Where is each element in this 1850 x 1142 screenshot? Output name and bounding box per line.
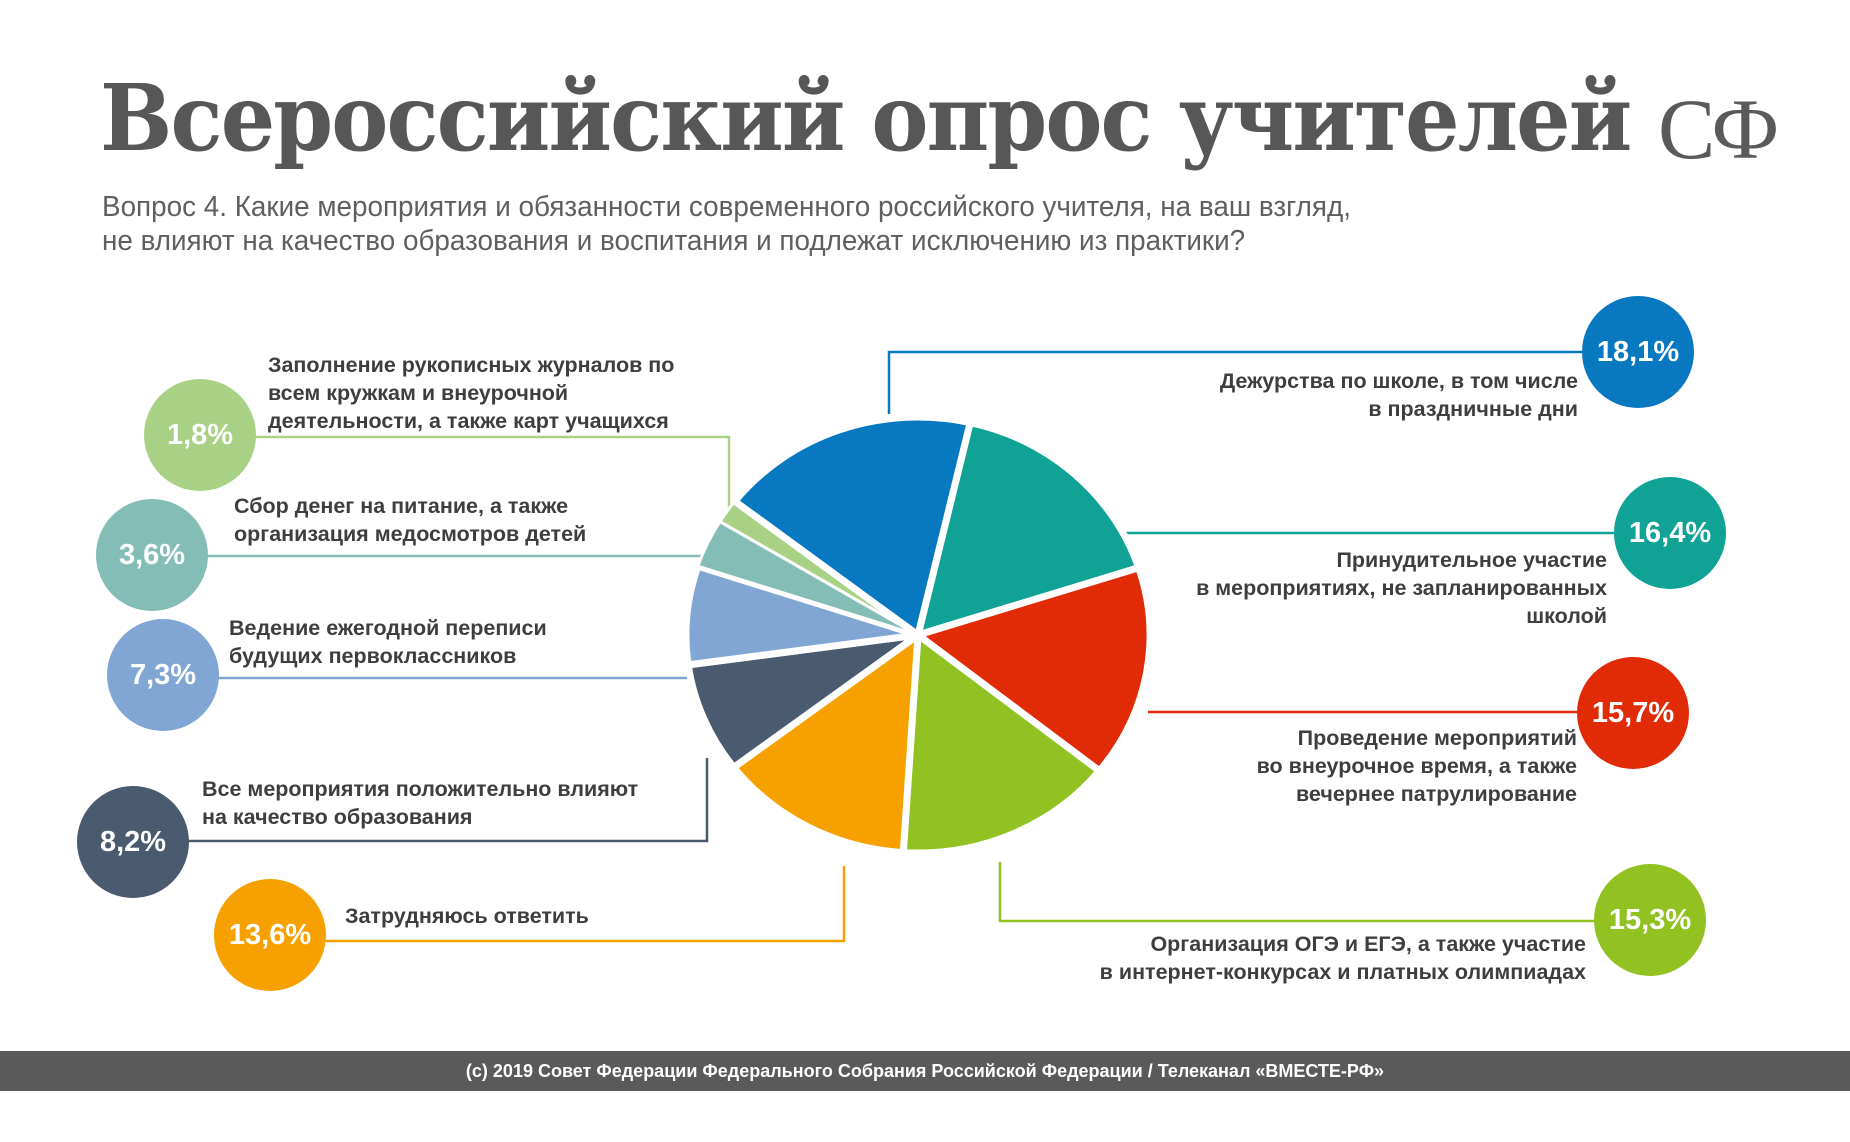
subtitle-line: не влияют на качество образования и восп… [102, 225, 1246, 257]
category-label: Дежурства по школе, в том числе в праздни… [1220, 367, 1578, 423]
percent-value: 7,3% [129, 658, 197, 691]
category-label: Затрудняюсь ответить [345, 902, 589, 930]
pie-slice [899, 631, 1103, 857]
percent-bubble: 13,6% [214, 879, 326, 991]
percent-bubble: 3,6% [96, 499, 208, 611]
category-label-line: в праздничные дни [1368, 397, 1578, 421]
category-label-line: Сбор денег на питание, а также [234, 494, 569, 518]
category-label-line: Ведение ежегодной переписи [229, 616, 547, 640]
category-label-line: Затрудняюсь ответить [345, 904, 589, 928]
leader-line [254, 435, 731, 512]
percent-bubble: 16,4% [1614, 477, 1726, 589]
category-label: Принудительное участие в мероприятиях, не… [1196, 546, 1607, 630]
category-label-line: в интернет-конкурсах и платных олимпиада… [1099, 960, 1586, 984]
category-label: Все мероприятия положительно влияют на ка… [202, 775, 638, 831]
percent-value: 13,6% [228, 918, 312, 951]
percent-bubble: 1,8% [144, 379, 256, 491]
category-label-line: вечернее патрулирование [1296, 782, 1577, 806]
percent-value: 16,4% [1628, 516, 1712, 549]
leader-line [998, 862, 1596, 923]
category-label: Сбор денег на питание, а также организаци… [234, 492, 586, 548]
percent-bubble: 7,3% [107, 619, 219, 731]
leader-line [887, 350, 1585, 414]
page-title: Всероссийский опрос учителей [100, 64, 1632, 172]
category-label-line: Организация ОГЭ и ЕГЭ, а также участие [1150, 932, 1586, 956]
category-label-line: в мероприятиях, не запланированных [1196, 576, 1607, 600]
category-label-line: будущих первоклассников [229, 644, 517, 668]
category-label: Организация ОГЭ и ЕГЭ, а также участие в … [1100, 930, 1586, 986]
category-label: Проведение мероприятий во внеурочное врем… [1257, 724, 1577, 808]
category-label-line: всем кружкам и внеурочной [268, 381, 569, 405]
pie-slice [684, 631, 922, 771]
category-label-line: организация медосмотров детей [234, 522, 587, 546]
leader-line [322, 866, 846, 943]
category-label-line: во внеурочное время, а также [1256, 754, 1577, 778]
percent-bubble: 15,3% [1594, 864, 1706, 976]
category-label-line: на качество образования [202, 805, 473, 829]
category-label-line: Дежурства по школе, в том числе [1219, 369, 1578, 393]
federation-council-logo: СФ [1658, 81, 1779, 177]
category-label-line: Проведение мероприятий [1297, 726, 1577, 750]
question-subtitle: Вопрос 4. Какие мероприятия и обязанност… [102, 190, 1351, 258]
percent-value: 8,2% [99, 825, 167, 858]
category-label-line: Заполнение рукописных журналов по [268, 353, 675, 377]
percent-value: 18,1% [1596, 335, 1680, 368]
percent-value: 15,7% [1591, 696, 1675, 729]
subtitle-line: Вопрос 4. Какие мероприятия и обязанност… [102, 191, 1351, 223]
percent-bubble: 15,7% [1577, 657, 1689, 769]
pie-slice [682, 562, 922, 669]
leader-lines [187, 350, 1616, 943]
category-label-line: Принудительное участие [1336, 548, 1607, 572]
percent-value: 3,6% [118, 538, 186, 571]
category-label-line: школой [1526, 604, 1607, 628]
pie-slices [682, 413, 1154, 857]
percent-value: 1,8% [166, 418, 234, 451]
category-label: Заполнение рукописных журналов по всем кр… [268, 351, 674, 435]
pie-slice [731, 413, 974, 639]
pie-slice [730, 631, 922, 857]
pie-slice [914, 564, 1154, 775]
leader-line [187, 758, 709, 843]
percent-bubble: 18,1% [1582, 296, 1694, 408]
percent-bubble: 8,2% [77, 786, 189, 898]
category-label: Ведение ежегодной переписи будущих первок… [229, 614, 547, 670]
category-label-line: деятельности, а также карт учащихся [268, 409, 669, 433]
percent-value: 15,3% [1608, 903, 1692, 936]
copyright-text: (c) 2019 Совет Федерации Федерального Со… [465, 1060, 1385, 1081]
category-label-line: Все мероприятия положительно влияют [202, 777, 639, 801]
copyright-footer: (c) 2019 Совет Федерации Федерального Со… [0, 1051, 1850, 1091]
